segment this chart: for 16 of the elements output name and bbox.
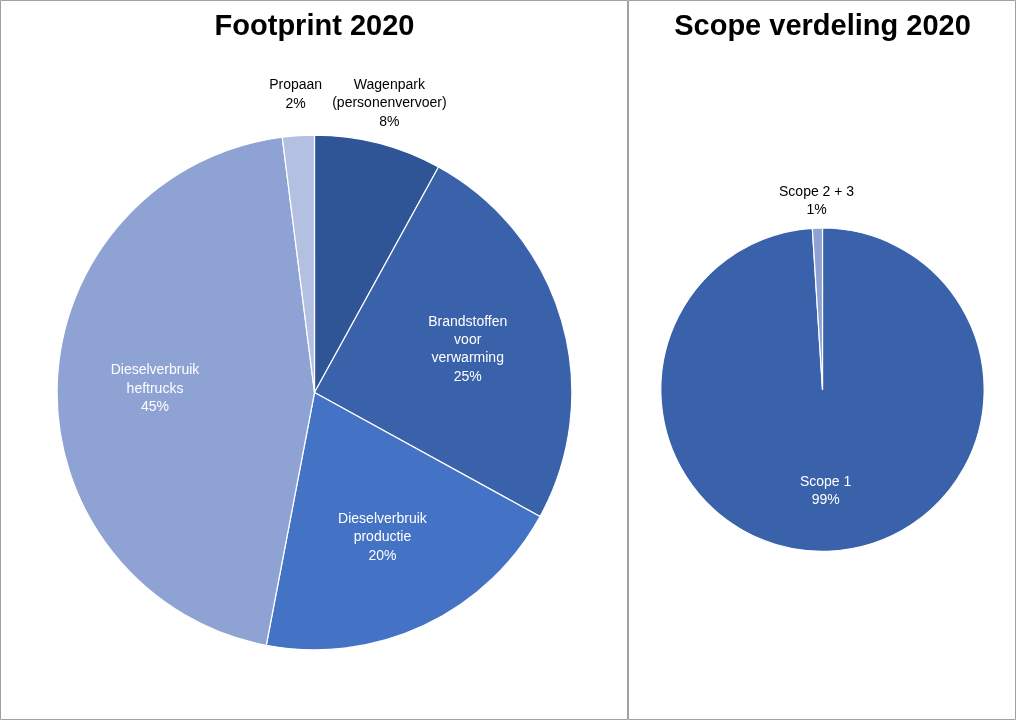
data-label: 20% <box>368 546 397 563</box>
data-label: 2% <box>285 94 306 111</box>
data-label: 8% <box>379 112 400 129</box>
chart-title: Footprint 2020 <box>214 9 415 42</box>
data-label: 1% <box>806 201 827 218</box>
slice-label: Dieselverbruik productie <box>338 509 428 545</box>
slice-label: Propaan <box>269 76 323 93</box>
slice-label: Scope 1 <box>799 472 852 489</box>
slice-label: Scope 2 + 3 <box>779 182 855 199</box>
chart-title: Scope verdeling 2020 <box>674 9 971 42</box>
slice-label: Wagenpark (personenvervoer) <box>332 75 447 111</box>
slice-label: Dieselverbruik heftrucks <box>110 361 201 396</box>
data-label: 45% <box>140 397 170 414</box>
data-label: 25% <box>453 367 482 384</box>
slice-label: Brandstoffen voor verwarming <box>428 312 508 366</box>
data-label: 99% <box>811 491 840 508</box>
